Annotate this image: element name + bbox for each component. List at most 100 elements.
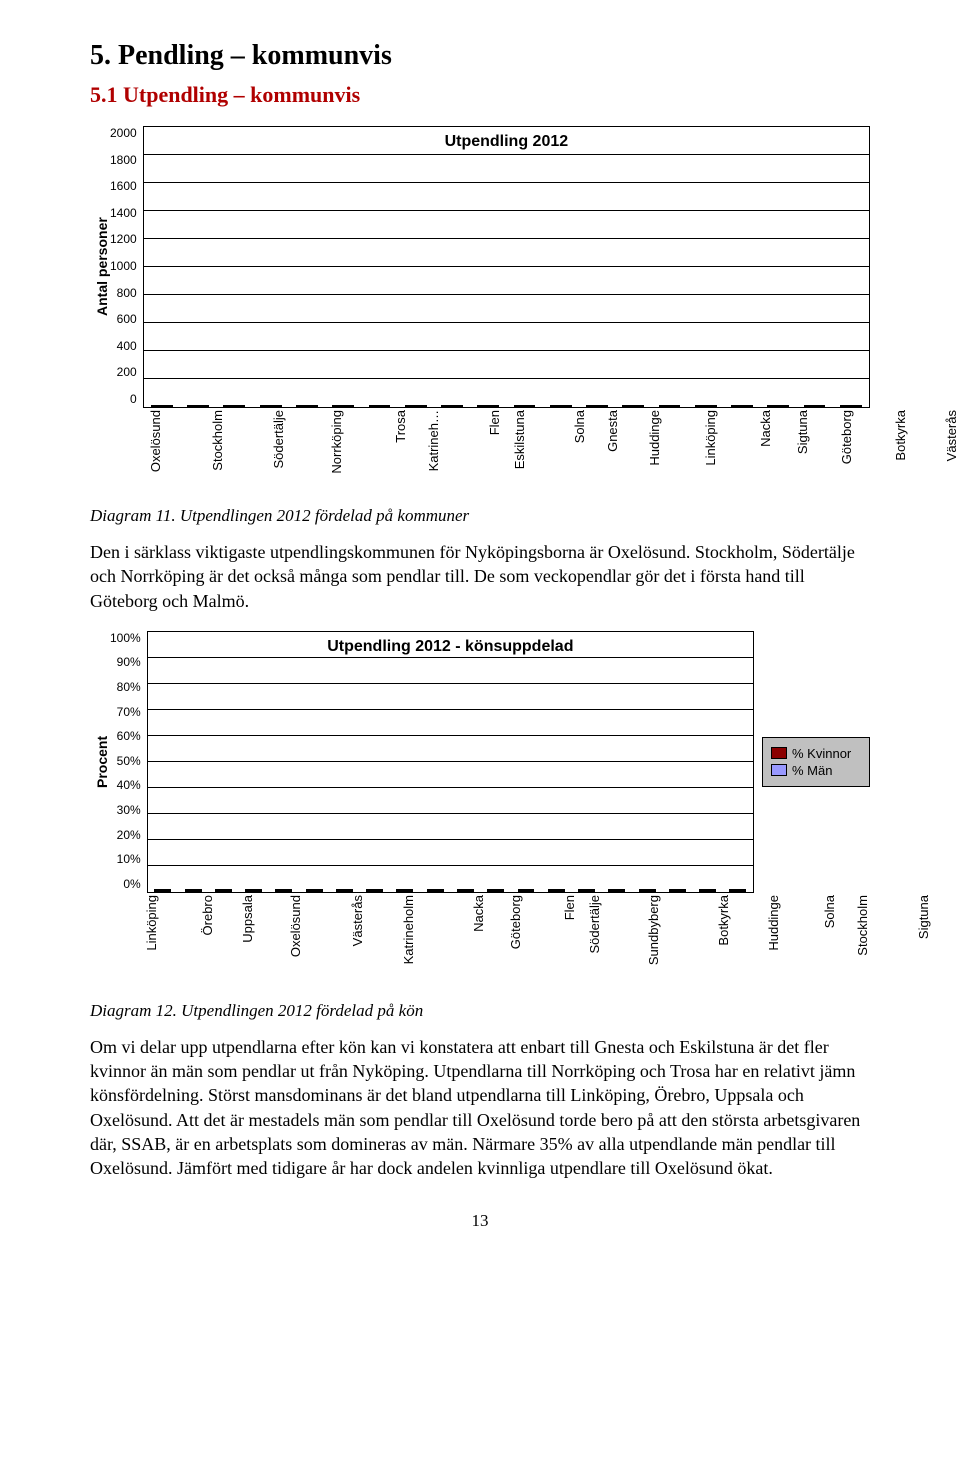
chart2-stacked-bar xyxy=(639,889,656,892)
chart2-bar-slot xyxy=(420,889,450,892)
chart2-xlabel: Sigtuna xyxy=(916,895,960,995)
chart1-bar xyxy=(586,405,608,407)
chart2-stacked-bar xyxy=(306,889,323,892)
chart2-xlabel: Stockholm xyxy=(855,895,916,995)
chart1-bar-slot xyxy=(470,405,506,407)
chart2-bar-slot xyxy=(602,889,632,892)
chart2-bar-slot xyxy=(541,889,571,892)
chart2-bar-slot xyxy=(390,889,420,892)
chart2-bar-slot xyxy=(329,889,359,892)
chart2-stacked-bar xyxy=(487,889,504,892)
chart1-yaxis: 2000180016001400120010008006004002000 xyxy=(110,126,143,406)
chart1-xlabel: Botkyrka xyxy=(893,410,944,500)
section-heading: 5. Pendling – kommunvis xyxy=(90,40,870,72)
chart2-stacked-bar xyxy=(669,889,686,892)
chart1-xlabel: Flen xyxy=(487,410,512,500)
chart2-stacked-bar xyxy=(185,889,202,892)
chart2-segment-women xyxy=(397,890,412,891)
chart2-segment-women xyxy=(549,890,564,891)
chart2-stacked-bar xyxy=(578,889,595,892)
chart1-bar-slot xyxy=(760,405,796,407)
chart1-bar xyxy=(477,405,499,407)
chart2-segment-women xyxy=(428,890,443,891)
chart2-segment-women xyxy=(186,890,201,891)
chart2-xlabel: Solna xyxy=(822,895,855,995)
chart1-bar xyxy=(223,405,245,407)
chart2-xlabel: Botkyrka xyxy=(716,895,767,995)
chart1-bar-slot xyxy=(434,405,470,407)
chart2-segment-women xyxy=(367,890,382,891)
chart2-xlabel: Flen xyxy=(562,895,587,995)
chart2-bar-slot xyxy=(148,889,178,892)
chart2-bar-slot xyxy=(360,889,390,892)
chart2-segment-women xyxy=(155,890,170,891)
chart2-bar-slot xyxy=(632,889,662,892)
chart1-bar xyxy=(369,405,391,407)
chart1-ytick: 800 xyxy=(110,286,137,300)
chart2-ytick: 90% xyxy=(110,655,141,669)
chart1-bar xyxy=(187,405,209,407)
chart1-bar xyxy=(804,405,826,407)
chart1-xlabel: Trosa xyxy=(393,410,426,500)
chart2-stacked-bar xyxy=(729,889,746,892)
chart1-ytick: 1800 xyxy=(110,153,137,167)
chart2-ytick: 0% xyxy=(110,877,141,891)
page-number: 13 xyxy=(90,1211,870,1231)
chart1-bar-slot xyxy=(361,405,397,407)
chart2-segment-women xyxy=(337,890,352,891)
chart2-segment-women xyxy=(579,890,594,891)
chart2-segment-women xyxy=(458,890,473,891)
chart2-stacked-bar xyxy=(336,889,353,892)
diagram12-caption: Diagram 12. Utpendlingen 2012 fördelad p… xyxy=(90,1001,870,1021)
chart2-segment-women xyxy=(670,890,685,891)
chart1-ytick: 0 xyxy=(110,392,137,406)
legend-women-label: % Kvinnor xyxy=(792,746,851,761)
chart1-bar-slot xyxy=(398,405,434,407)
chart1-bar xyxy=(405,405,427,407)
chart2-segment-women xyxy=(488,890,503,891)
chart2-segment-women xyxy=(730,890,745,891)
chart2-segment-women xyxy=(276,890,291,891)
chart2-bar-slot xyxy=(239,889,269,892)
chart2-bar-slot xyxy=(723,889,753,892)
chart2-ytick: 80% xyxy=(110,680,141,694)
chart2-ytick: 20% xyxy=(110,828,141,842)
chart2-segment-women xyxy=(700,890,715,891)
chart1-bar-slot xyxy=(688,405,724,407)
chart1-bar-slot xyxy=(615,405,651,407)
chart1-bar xyxy=(514,405,536,407)
chart1-xlabel: Oxelösund xyxy=(148,410,210,500)
chart1-xlabel: Huddinge xyxy=(647,410,703,500)
chart2-xlabel: Huddinge xyxy=(766,895,822,995)
chart2-bar-slot xyxy=(269,889,299,892)
chart2-stacked-bar xyxy=(154,889,171,892)
chart2-segment-women xyxy=(640,890,655,891)
chart2-ytick: 50% xyxy=(110,754,141,768)
chart1-bars xyxy=(144,127,869,407)
chart1-bar-slot xyxy=(289,405,325,407)
chart1-plot: Utpendling 2012 xyxy=(143,126,870,408)
chart1-xlabel: Södertälje xyxy=(271,410,330,500)
chart2-stacked-bar xyxy=(608,889,625,892)
chart1-ytick: 1400 xyxy=(110,206,137,220)
chart2-stacked-bar xyxy=(427,889,444,892)
chart1-xlabel: Katrineh… xyxy=(426,410,487,500)
chart1-bar xyxy=(731,405,753,407)
chart2-ylabel: Procent xyxy=(90,631,110,893)
chart1-bar-slot xyxy=(506,405,542,407)
chart2-stacked-bar xyxy=(457,889,474,892)
legend-women: % Kvinnor xyxy=(771,746,861,761)
chart2-xlabel: Södertälje xyxy=(587,895,646,995)
chart2-segment-women xyxy=(519,890,534,891)
chart1-bar xyxy=(260,405,282,407)
chart2-stacked-bar xyxy=(548,889,565,892)
chart1-bar xyxy=(296,405,318,407)
chart2-bar-slot xyxy=(299,889,329,892)
chart1-bar xyxy=(767,405,789,407)
chart1-ylabel: Antal personer xyxy=(90,126,110,408)
chart2-bar-slot xyxy=(208,889,238,892)
chart2-stacked-bar xyxy=(215,889,232,892)
chart1-ytick: 2000 xyxy=(110,126,137,140)
paragraph-2: Om vi delar upp utpendlarna efter kön ka… xyxy=(90,1035,870,1181)
chart2-ytick: 100% xyxy=(110,631,141,645)
